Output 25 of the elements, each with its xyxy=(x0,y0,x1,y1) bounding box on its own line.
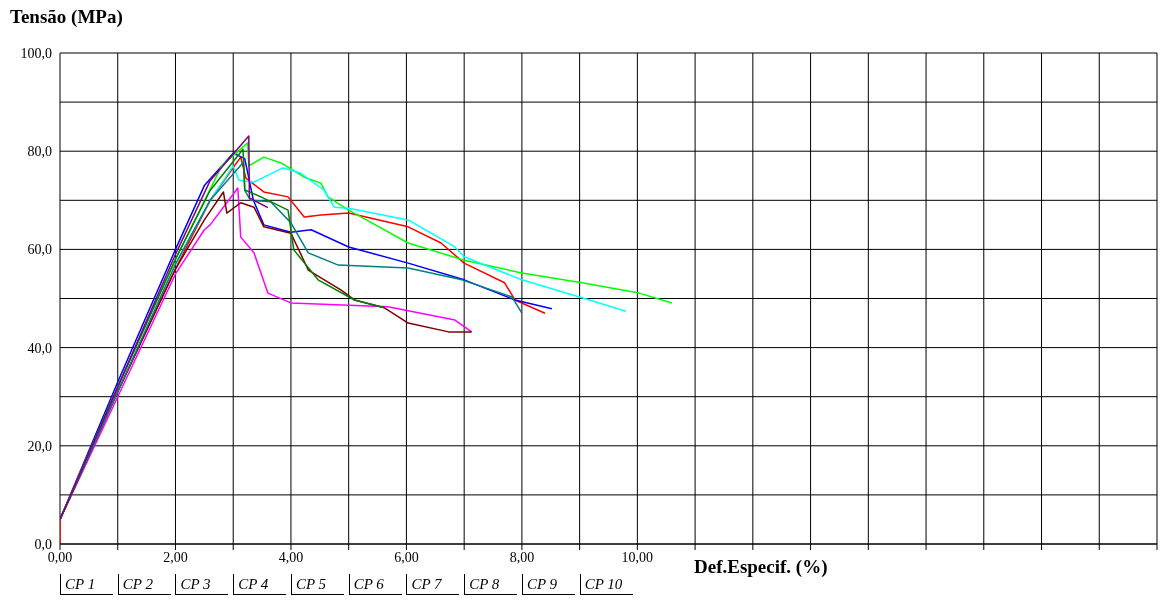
text: CP 4 xyxy=(233,574,287,595)
text: CP 1 xyxy=(60,574,113,595)
y-axis-title: Tensão (MPa) xyxy=(10,6,123,28)
y-tick-label: 80,0 xyxy=(27,144,52,160)
line-series xyxy=(60,135,269,521)
text: CP 2 xyxy=(117,574,171,595)
text: CP 10 xyxy=(579,574,633,595)
text: CP 8 xyxy=(464,574,518,595)
x-tick-label: 8,00 xyxy=(509,549,535,565)
x-tick-label: 6,00 xyxy=(394,549,419,565)
y-tick-label: 0,0 xyxy=(34,536,52,552)
x-tick-label: 0,00 xyxy=(47,549,73,565)
y-tick-label: 40,0 xyxy=(27,340,52,356)
text: CP 6 xyxy=(348,574,402,595)
y-tick-label: 20,0 xyxy=(27,438,52,454)
x-tick-label: 4,00 xyxy=(278,549,304,565)
x-tick-label: 10,00 xyxy=(621,549,654,565)
text: CP 7 xyxy=(406,574,460,595)
text: CP 9 xyxy=(521,574,575,595)
y-tick-label: 100,0 xyxy=(20,45,52,61)
text: CP 5 xyxy=(290,574,344,595)
x-tick-label: 2,00 xyxy=(163,549,188,565)
text: CP 3 xyxy=(175,574,229,595)
y-tick-label: 60,0 xyxy=(27,242,52,258)
x-axis-title: Def.Especif. (%) xyxy=(694,556,828,578)
